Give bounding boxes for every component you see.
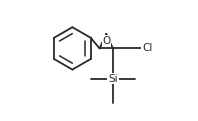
Text: Si: Si [108,74,118,84]
Text: Cl: Cl [142,43,152,53]
Text: O: O [102,36,110,45]
